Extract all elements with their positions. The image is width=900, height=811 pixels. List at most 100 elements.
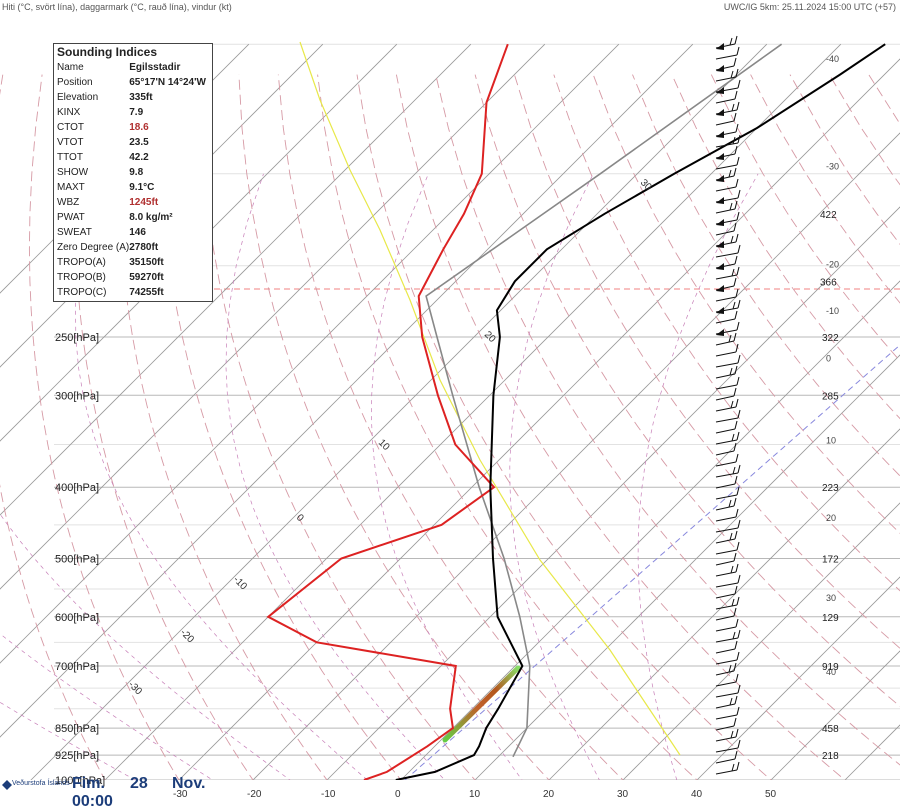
- isotherm-label: 0: [294, 512, 306, 524]
- barb-feather: [731, 566, 733, 573]
- index-value: 8.0 kg/m²: [129, 210, 206, 225]
- isotherm-line: [755, 44, 900, 795]
- wind-barb: [716, 388, 736, 400]
- barb-feather: [732, 104, 734, 111]
- wind-barb: [716, 696, 737, 708]
- barb-feather: [735, 531, 737, 539]
- wind-barb: [716, 751, 737, 763]
- barb-feather: [734, 718, 736, 726]
- temperature-tick-label: 30: [617, 789, 629, 800]
- barb-shaft: [716, 451, 734, 455]
- barb-shaft: [716, 407, 736, 411]
- pressure-label: 850[hPa]: [55, 723, 99, 735]
- dry-adiabat: [869, 75, 900, 796]
- index-key: SHOW: [57, 165, 129, 180]
- barb-feather: [738, 80, 740, 88]
- isotherm-edge-label: 40: [826, 667, 836, 677]
- barb-feather: [734, 553, 736, 561]
- barb-feather: [734, 278, 736, 286]
- index-key: TROPO(B): [57, 270, 129, 285]
- barb-shaft: [716, 770, 737, 774]
- moist-adiabat: [638, 174, 758, 796]
- wind-barb: [716, 465, 740, 477]
- barb-feather: [736, 509, 738, 517]
- moist-adiabat: [510, 174, 608, 796]
- index-row: Zero Degree (A)2780ft: [57, 240, 206, 255]
- index-key: SWEAT: [57, 225, 129, 240]
- barb-feather: [733, 632, 735, 639]
- barb-shaft: [716, 627, 736, 631]
- barb-feather: [738, 740, 740, 748]
- index-key: TROPO(C): [57, 285, 129, 300]
- dry-adiabat: [318, 75, 714, 796]
- height-label: 285: [822, 391, 839, 402]
- dry-adiabat: [475, 75, 900, 796]
- barb-feather: [731, 71, 733, 78]
- temperature-line: [396, 44, 885, 780]
- index-key: Elevation: [57, 90, 129, 105]
- barb-feather: [734, 113, 736, 121]
- barb-shaft: [716, 352, 736, 356]
- barb-feather: [729, 500, 731, 507]
- barb-shaft: [716, 121, 734, 125]
- barb-feather: [738, 245, 740, 253]
- index-row: TROPO(C)74255ft: [57, 285, 206, 300]
- barb-feather: [737, 377, 739, 385]
- barb-feather: [731, 236, 733, 243]
- barb-feather: [737, 322, 739, 330]
- valid-time: 00:00: [72, 793, 113, 811]
- barb-feather: [736, 729, 738, 737]
- wind-barb: [716, 509, 738, 521]
- barb-pennant: [716, 307, 724, 314]
- barb-shaft: [716, 374, 735, 378]
- barb-feather: [736, 124, 738, 132]
- barb-feather: [738, 465, 740, 473]
- index-key: TROPO(A): [57, 255, 129, 270]
- height-label: 458: [822, 724, 839, 735]
- dry-adiabat: [633, 75, 900, 796]
- index-value: 18.6: [129, 120, 206, 135]
- barb-shaft: [716, 341, 734, 345]
- barb-feather: [737, 597, 739, 605]
- index-value: 65°17'N 14°24'W: [129, 75, 206, 90]
- wind-barb: [716, 685, 740, 697]
- barb-feather: [734, 58, 736, 66]
- barb-feather: [733, 302, 735, 309]
- isotherm-edge-label: 20: [826, 513, 836, 523]
- wind-barb: [716, 586, 737, 598]
- dry-adiabat: [829, 75, 900, 796]
- barb-feather: [737, 47, 739, 55]
- barb-feather: [738, 190, 740, 198]
- index-value: 1245ft: [129, 195, 206, 210]
- parcel-lift-band: [445, 668, 518, 740]
- temperature-tick-label: -10: [321, 789, 336, 800]
- barb-shaft: [716, 429, 735, 433]
- index-value: 146: [129, 225, 206, 240]
- barb-shaft: [716, 649, 735, 653]
- temperature-tick-label: 50: [765, 789, 777, 800]
- barb-feather: [730, 533, 732, 540]
- barb-feather: [737, 212, 739, 220]
- vi-logo-text: Veðurstofa Íslands: [12, 780, 70, 788]
- valid-date: 28: [130, 775, 148, 793]
- barb-feather: [737, 267, 739, 275]
- index-key: KINX: [57, 105, 129, 120]
- barb-pennant: [716, 197, 724, 204]
- index-value: 2780ft: [129, 240, 206, 255]
- wind-barb: [716, 652, 739, 664]
- wind-barb: [716, 344, 738, 356]
- isotherm-label: 10: [376, 437, 392, 453]
- barb-shaft: [716, 55, 737, 59]
- wind-barb: [716, 421, 737, 433]
- index-value: 335ft: [129, 90, 206, 105]
- barb-feather: [734, 168, 736, 176]
- barb-shaft: [716, 473, 738, 477]
- temperature-tick-label: 20: [543, 789, 555, 800]
- barb-feather: [736, 454, 738, 462]
